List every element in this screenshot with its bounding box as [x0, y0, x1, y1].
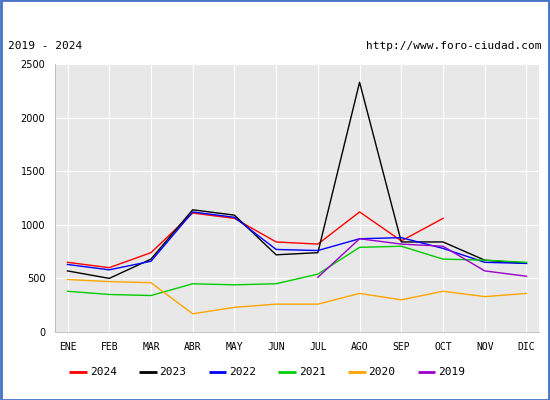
- Text: 2021: 2021: [299, 367, 326, 377]
- Text: 2022: 2022: [229, 367, 256, 377]
- Text: Evolucion Nº Turistas Extranjeros en el municipio de Trujillo: Evolucion Nº Turistas Extranjeros en el …: [31, 10, 519, 22]
- Text: 2019: 2019: [438, 367, 465, 377]
- Text: 2019 - 2024: 2019 - 2024: [8, 41, 82, 51]
- Text: 2023: 2023: [160, 367, 186, 377]
- Text: http://www.foro-ciudad.com: http://www.foro-ciudad.com: [366, 41, 542, 51]
- Text: 2024: 2024: [90, 367, 117, 377]
- Text: 2020: 2020: [368, 367, 395, 377]
